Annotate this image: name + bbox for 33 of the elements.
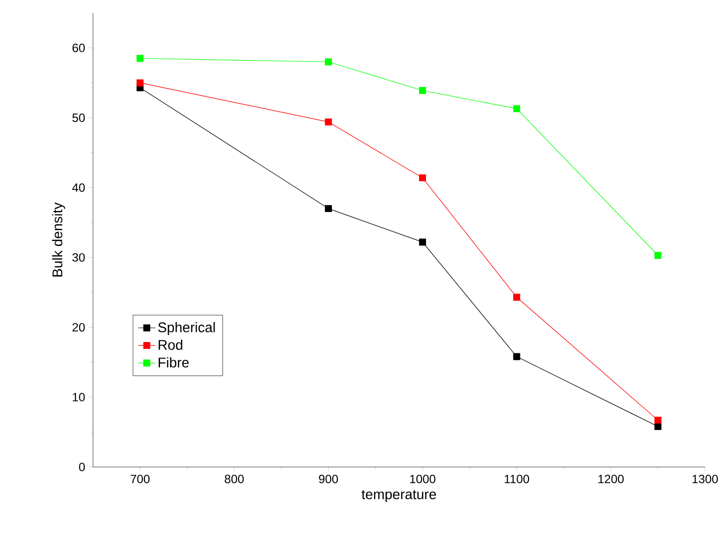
x-tick-label: 1100	[504, 474, 530, 484]
y-tick-label: 10	[72, 392, 85, 402]
x-tick-label: 1300	[692, 474, 718, 484]
point	[136, 54, 144, 62]
legend-label: Fibre	[158, 357, 189, 368]
x-axis-title: temperature	[362, 490, 436, 502]
point	[654, 252, 662, 259]
x-tick-label: 1200	[598, 474, 624, 484]
point	[419, 87, 426, 94]
y-tick-label: 50	[72, 114, 85, 122]
y-tick-label: 40	[72, 183, 85, 192]
point	[324, 118, 332, 126]
point	[136, 79, 144, 86]
x-tick-label: 800	[224, 474, 244, 484]
point	[324, 58, 332, 66]
point	[419, 174, 426, 182]
x-tick-label: 1000	[410, 474, 436, 484]
y-tick-label: 20	[72, 323, 85, 332]
point	[654, 416, 662, 424]
x-tick-label: 900	[318, 474, 338, 484]
point	[513, 105, 520, 112]
point	[513, 294, 520, 301]
y-axis-title: Bulk density	[52, 202, 66, 276]
point	[654, 422, 662, 430]
legend-label: Spherical	[158, 322, 215, 336]
point	[419, 238, 426, 246]
y-tick-label: 60	[72, 44, 85, 52]
point	[324, 205, 332, 212]
y-tick-label: 30	[72, 253, 85, 262]
y-tick-label: 0	[79, 462, 85, 472]
x-tick-label: 700	[130, 474, 150, 484]
point	[513, 353, 520, 360]
legend-label: Rod	[158, 340, 182, 350]
